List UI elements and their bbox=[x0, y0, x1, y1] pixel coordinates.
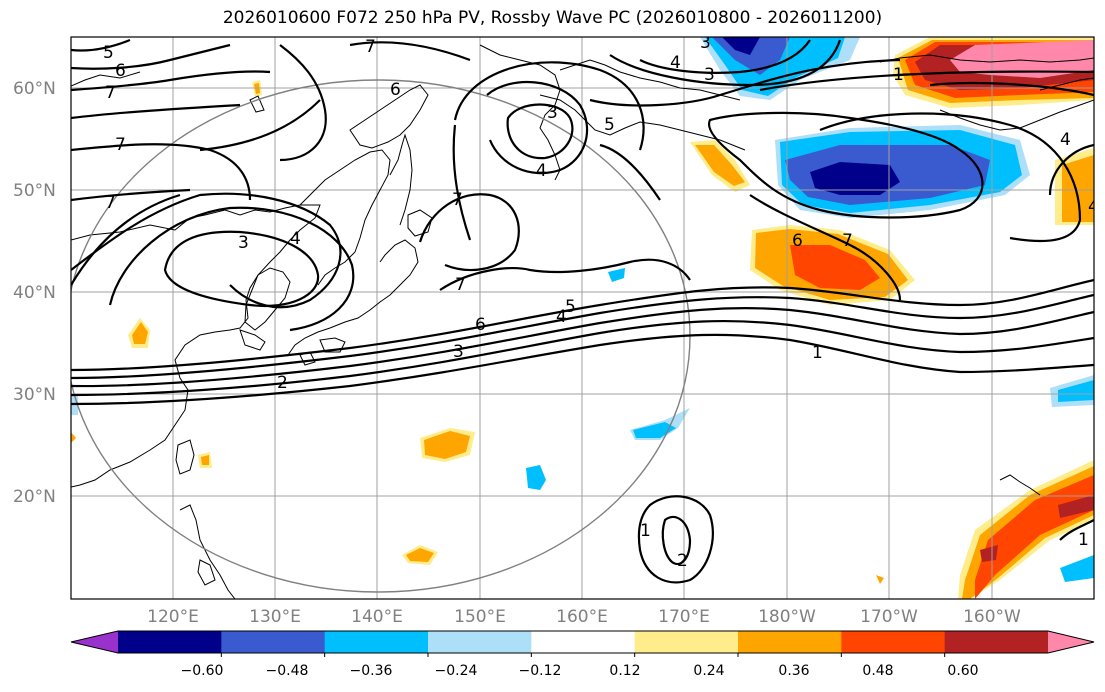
positive-anomaly-region bbox=[695, 145, 745, 186]
lon-label: 180°W bbox=[758, 607, 816, 627]
lat-label: 40°N bbox=[13, 283, 56, 303]
colorbar-segment bbox=[738, 631, 842, 653]
lat-label: 30°N bbox=[13, 385, 56, 405]
contour-label: 7 bbox=[455, 275, 466, 295]
colorbar-tick-label: 0.60 bbox=[947, 663, 978, 679]
positive-anomaly-region bbox=[201, 455, 209, 465]
map-title: 2026010600 F072 250 hPa PV, Rossby Wave … bbox=[222, 8, 883, 28]
coastlines bbox=[71, 44, 1094, 599]
latitude-labels: 60°N 50°N 40°N 30°N 20°N bbox=[13, 79, 56, 507]
lat-label: 20°N bbox=[13, 487, 56, 507]
colorbar-segment bbox=[428, 631, 532, 653]
contour-label: 4 bbox=[290, 229, 301, 249]
contour-label: 1 bbox=[893, 65, 904, 85]
contour-label: 2 bbox=[677, 551, 688, 571]
colorbar-tick-label: −0.12 bbox=[519, 663, 562, 679]
colorbar-tick-label: −0.24 bbox=[435, 663, 478, 679]
colorbar-extend-low bbox=[71, 631, 118, 653]
negative-anomaly-region bbox=[810, 162, 900, 195]
contour-label: 3 bbox=[453, 342, 464, 362]
contour-label: 4 bbox=[1088, 197, 1099, 217]
contour-label: 2 bbox=[277, 373, 288, 393]
contour-labels: 5 6 7 7 7 3 4 3 4 6 7 5 4 3 7 3 4 7 6 5 … bbox=[103, 33, 1099, 571]
lon-label: 170°W bbox=[860, 607, 918, 627]
colorbar-tick-label: −0.60 bbox=[181, 663, 224, 679]
contour-label: 7 bbox=[452, 190, 463, 210]
lon-label: 130°E bbox=[249, 607, 301, 627]
negative-anomaly-region bbox=[1060, 555, 1094, 582]
contour-label: 7 bbox=[105, 193, 116, 213]
positive-anomaly-region bbox=[876, 575, 884, 584]
contour-label: 4 bbox=[556, 307, 567, 327]
map-panel: 5 6 7 7 7 3 4 3 4 6 7 5 4 3 7 3 4 7 6 5 … bbox=[71, 33, 1099, 599]
positive-anomaly-region bbox=[980, 545, 998, 562]
graticule bbox=[71, 37, 1094, 599]
contour-label: 3 bbox=[700, 33, 711, 53]
colorbar-tick-label: −0.36 bbox=[350, 663, 393, 679]
lon-label: 120°E bbox=[147, 607, 199, 627]
colorbar-segment bbox=[531, 631, 636, 653]
colorbar bbox=[70, 630, 1095, 657]
negative-anomaly-region bbox=[526, 465, 546, 490]
contour-label: 5 bbox=[604, 115, 615, 135]
contour-label: 1 bbox=[812, 343, 823, 363]
contour-label: 7 bbox=[842, 231, 853, 251]
contour-label: 7 bbox=[105, 83, 116, 103]
colorbar-segment bbox=[944, 631, 1049, 653]
lat-label: 60°N bbox=[13, 79, 56, 99]
lon-label: 170°E bbox=[658, 607, 710, 627]
contour-label: 4 bbox=[536, 161, 547, 181]
colorbar-tick-label: 0.24 bbox=[693, 663, 724, 679]
lat-label: 50°N bbox=[13, 181, 56, 201]
lon-label: 150°E bbox=[454, 607, 506, 627]
contour-label: 6 bbox=[115, 61, 126, 81]
lon-label: 140°E bbox=[351, 607, 403, 627]
negative-anomaly-region bbox=[608, 268, 625, 282]
negative-anomaly-region bbox=[1058, 380, 1094, 402]
colorbar-segment bbox=[634, 631, 739, 653]
contour-label: 3 bbox=[547, 103, 558, 123]
colorbar-segment bbox=[841, 631, 946, 653]
longitude-labels: 120°E 130°E 140°E 150°E 160°E 170°E 180°… bbox=[147, 607, 1021, 627]
negative-anomaly-region bbox=[722, 37, 760, 55]
colorbar-tick-label: 0.12 bbox=[609, 663, 640, 679]
contour-label: 7 bbox=[365, 37, 376, 57]
colorbar-segment bbox=[118, 631, 222, 653]
contour-label: 3 bbox=[238, 233, 249, 253]
positive-anomaly-region bbox=[424, 431, 470, 459]
colorbar-segment bbox=[221, 631, 326, 653]
contour-label: 3 bbox=[704, 65, 715, 85]
lon-label: 160°W bbox=[963, 607, 1021, 627]
contour-label: 5 bbox=[565, 297, 576, 317]
colorbar-tick-label: 0.48 bbox=[862, 663, 893, 679]
negative-anomaly-region bbox=[633, 422, 676, 438]
positive-anomaly-region bbox=[406, 548, 434, 562]
positive-anomaly-region bbox=[132, 322, 148, 344]
lon-label: 160°E bbox=[556, 607, 608, 627]
contour-label: 4 bbox=[1060, 130, 1071, 150]
colorbar-outline bbox=[70, 630, 1095, 654]
colorbar-segment bbox=[324, 631, 429, 653]
colorbar-extend-high bbox=[1048, 631, 1094, 653]
contour-label: 1 bbox=[1078, 530, 1089, 550]
contour-label: 6 bbox=[475, 315, 486, 335]
positive-anomaly-region bbox=[790, 245, 880, 290]
positive-anomaly-region bbox=[1058, 495, 1094, 518]
positive-anomaly-region bbox=[71, 432, 76, 443]
pv-contours bbox=[71, 38, 1094, 584]
positive-anomaly-region bbox=[950, 40, 1094, 78]
map-frame bbox=[70, 36, 1095, 600]
colorbar-tick-label: 0.36 bbox=[778, 663, 809, 679]
colorbar-tick-label: −0.48 bbox=[266, 663, 309, 679]
contour-label: 4 bbox=[670, 53, 681, 73]
colorbar-ticks: −0.60 −0.48 −0.36 −0.24 −0.12 0.12 0.24 … bbox=[181, 663, 979, 679]
contour-label: 6 bbox=[390, 80, 401, 100]
contour-label: 6 bbox=[792, 231, 803, 251]
contour-label: 7 bbox=[115, 135, 126, 155]
contour-label: 5 bbox=[103, 43, 114, 63]
contour-label: 1 bbox=[640, 521, 651, 541]
